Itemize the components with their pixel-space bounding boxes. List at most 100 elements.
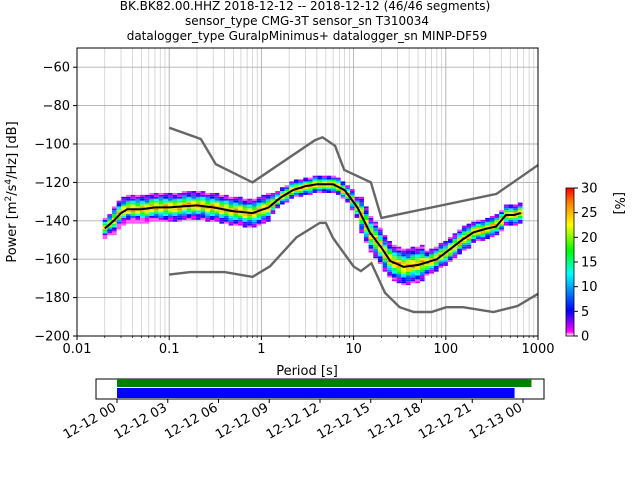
psd-bin — [237, 204, 243, 207]
psd-bin — [443, 264, 448, 266]
psd-bin — [144, 214, 150, 216]
psd-bin — [209, 210, 215, 213]
psd-bin — [200, 210, 206, 213]
psd-bin — [223, 204, 229, 207]
psd-bin — [508, 216, 514, 218]
psd-bin — [499, 221, 504, 224]
psd-bin — [102, 223, 108, 226]
psd-bin — [242, 219, 248, 222]
psd-bin — [405, 258, 411, 261]
psd-bin — [321, 175, 327, 178]
psd-bin — [457, 248, 462, 251]
psd-bin — [233, 200, 238, 203]
psd-bin — [237, 214, 243, 216]
psd-bin — [419, 246, 425, 249]
psd-bin — [237, 216, 243, 218]
psd-bin — [126, 202, 131, 205]
psd-bin — [289, 192, 294, 195]
psd-bin — [513, 206, 518, 209]
psd-bin — [345, 194, 350, 197]
psd-bin — [186, 208, 192, 211]
psd-bin — [419, 275, 425, 278]
psd-bin — [405, 260, 411, 263]
psd-bin — [177, 194, 183, 197]
psd-bin — [126, 194, 131, 197]
psd-bin — [475, 227, 481, 230]
psd-bin — [382, 258, 388, 261]
psd-bin — [517, 204, 523, 207]
x-tick-label: 0.01 — [63, 342, 92, 357]
psd-bin — [387, 271, 392, 274]
psd-bin — [251, 219, 257, 222]
psd-bin — [112, 216, 117, 218]
psd-bin — [461, 248, 467, 251]
psd-bin — [158, 194, 164, 197]
psd-bin — [359, 212, 364, 215]
psd-bin — [186, 214, 192, 216]
psd-bin — [410, 256, 416, 259]
psd-bin — [237, 219, 243, 222]
psd-bin — [429, 248, 434, 251]
psd-bin — [359, 229, 364, 232]
psd-bin — [307, 189, 313, 192]
psd-bin — [154, 217, 159, 220]
psd-bin — [363, 229, 369, 232]
psd-bin — [312, 189, 318, 192]
psd-bin — [415, 256, 420, 259]
psd-bin — [182, 206, 187, 209]
psd-bin — [261, 212, 266, 215]
psd-bin — [205, 198, 210, 201]
psd-bin — [326, 191, 332, 193]
psd-bin — [391, 244, 397, 247]
psd-bin — [485, 233, 490, 236]
psd-bin — [307, 187, 313, 190]
psd-bin — [251, 217, 257, 220]
psd-bin — [149, 200, 155, 203]
psd-bin — [424, 271, 430, 274]
psd-bin — [438, 260, 444, 263]
psd-bin — [209, 200, 215, 203]
psd-bin — [466, 242, 472, 245]
psd-bin — [196, 198, 201, 201]
psd-bin — [191, 217, 197, 220]
psd-bin — [172, 214, 178, 216]
psd-bin — [209, 192, 215, 195]
psd-bin — [513, 212, 518, 215]
psd-bin — [373, 235, 378, 238]
psd-bin — [489, 233, 495, 236]
psd-bin — [373, 227, 378, 230]
psd-bin — [424, 273, 430, 276]
psd-bin — [237, 200, 243, 203]
psd-bin — [256, 202, 262, 205]
psd-bin — [368, 216, 374, 218]
psd-bin — [452, 250, 458, 253]
psd-bin — [256, 206, 262, 209]
psd-bin — [363, 210, 369, 213]
psd-bin — [279, 189, 285, 192]
psd-bin — [121, 217, 127, 220]
psd-bin — [410, 273, 416, 276]
psd-bin — [415, 262, 420, 264]
psd-bin — [405, 256, 411, 259]
psd-bin — [405, 262, 411, 264]
psd-bin — [461, 227, 467, 230]
psd-bin — [503, 221, 509, 224]
psd-bin — [172, 198, 178, 201]
psd-bin — [494, 219, 500, 222]
psd-bin — [196, 191, 201, 193]
psd-bin — [317, 187, 322, 190]
psd-bin — [457, 233, 462, 236]
psd-bin — [457, 244, 462, 247]
psd-bin — [340, 196, 346, 199]
psd-bin — [438, 258, 444, 261]
psd-bin — [209, 212, 215, 215]
psd-bin — [405, 273, 411, 276]
psd-bin — [419, 252, 425, 255]
psd-bin — [261, 194, 266, 197]
psd-bin — [466, 246, 472, 249]
psd-bin — [382, 264, 388, 266]
colorbar-tick-label: 5 — [581, 305, 589, 320]
psd-bin — [359, 202, 364, 205]
psd-bin — [242, 214, 248, 216]
psd-bin — [359, 225, 364, 228]
